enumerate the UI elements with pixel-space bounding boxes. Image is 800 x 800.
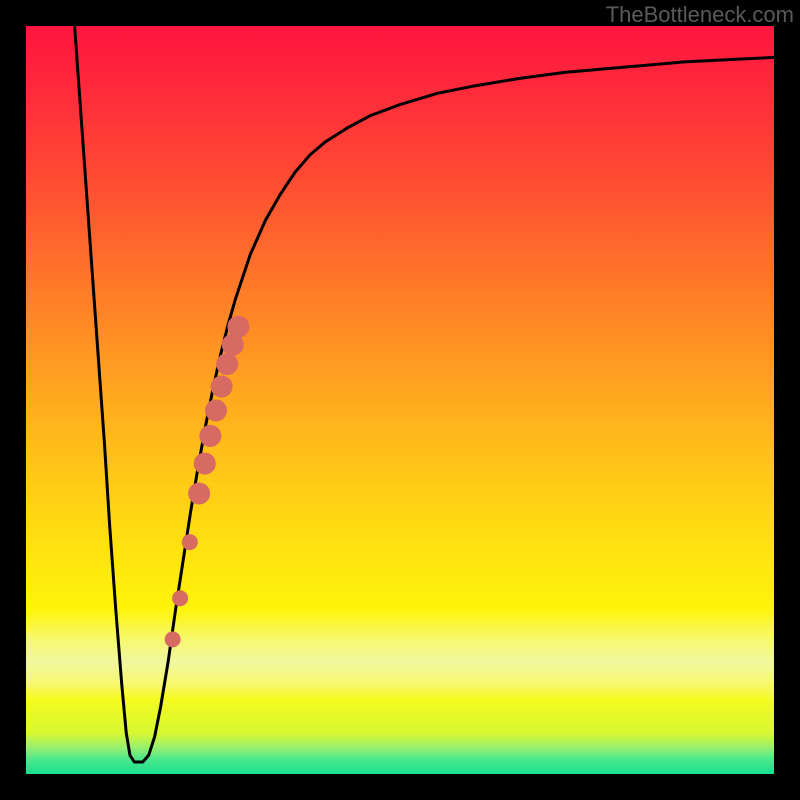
bottleneck-chart (0, 0, 800, 800)
series-marker (182, 534, 198, 550)
series-marker (205, 399, 227, 421)
series-marker (199, 425, 221, 447)
series-marker (194, 453, 216, 475)
watermark-text: TheBottleneck.com (606, 2, 794, 28)
series-marker (211, 376, 233, 398)
series-marker (165, 631, 181, 647)
gradient-background (26, 26, 774, 774)
series-marker (216, 353, 238, 375)
series-marker (172, 590, 188, 606)
series-marker (227, 316, 249, 338)
series-marker (188, 483, 210, 505)
